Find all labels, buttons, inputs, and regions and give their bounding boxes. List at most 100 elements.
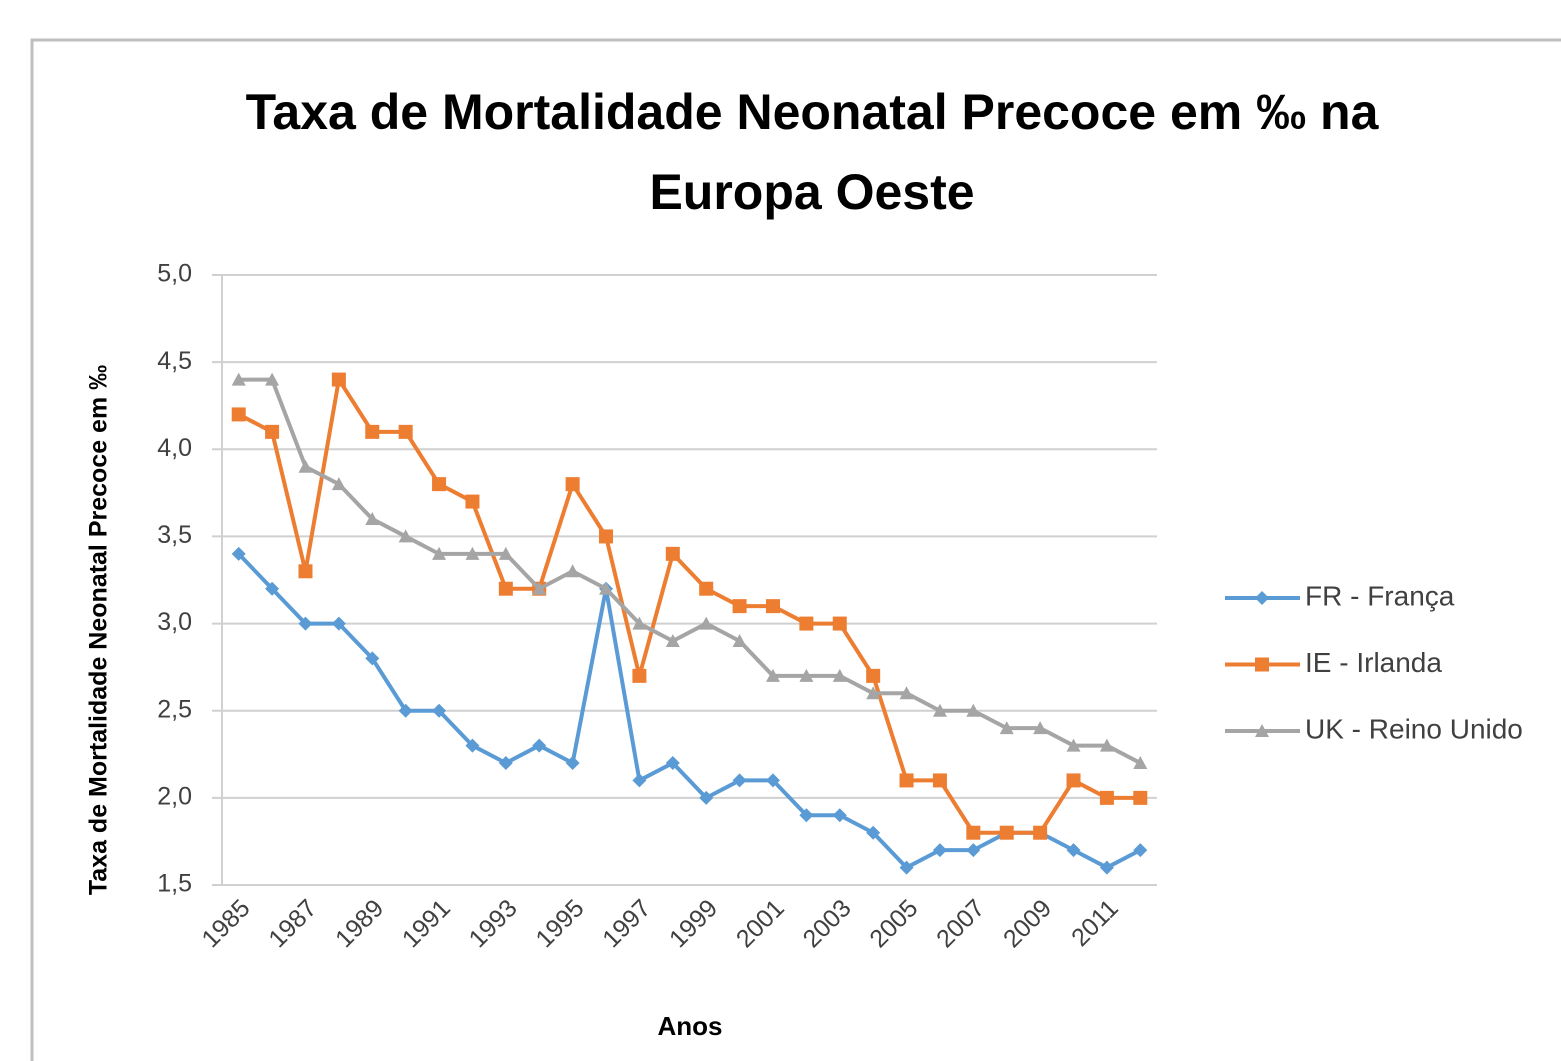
- data-point: [599, 529, 614, 544]
- y-tick-label: 4,0: [157, 434, 192, 462]
- legend-marker: [1255, 591, 1269, 605]
- data-point: [1099, 790, 1114, 805]
- data-point: [298, 459, 313, 473]
- data-point: [966, 843, 981, 858]
- data-point: [799, 616, 814, 631]
- data-point: [398, 424, 413, 439]
- series-line: [237, 377, 1141, 835]
- data-point: [432, 703, 447, 718]
- x-tick-label: 2003: [798, 894, 857, 953]
- data-point: [498, 546, 513, 560]
- data-point: [565, 564, 580, 578]
- chart-border: [30, 38, 1561, 1061]
- data-point: [465, 546, 480, 560]
- x-tick-label: 1989: [330, 894, 389, 953]
- data-point: [599, 581, 614, 595]
- data-point: [665, 634, 680, 647]
- data-point: [1133, 843, 1148, 858]
- data-point: [732, 599, 747, 614]
- chart-title: Taxa de Mortalidade Neonatal Precoce em …: [245, 84, 1379, 220]
- x-tick-label: 1999: [664, 894, 723, 953]
- data-point: [699, 616, 714, 630]
- data-point: [265, 424, 280, 439]
- data-point: [331, 477, 346, 491]
- x-tick-label: 2005: [864, 894, 923, 953]
- data-point: [365, 512, 380, 525]
- data-point: [999, 721, 1014, 735]
- data-point: [1099, 860, 1114, 875]
- x-tick-label: 1991: [397, 894, 456, 953]
- y-tick-label: 3,0: [157, 608, 192, 636]
- legend-marker: [1255, 657, 1269, 672]
- data-point: [699, 790, 714, 805]
- y-tick-label: 2,5: [157, 695, 192, 723]
- data-point: [765, 599, 780, 614]
- data-point: [966, 825, 981, 840]
- data-point: [365, 424, 380, 439]
- x-tick-label: 2009: [998, 894, 1057, 953]
- data-point: [765, 668, 780, 682]
- data-point: [665, 546, 680, 561]
- data-point: [899, 686, 914, 700]
- legend-label: IE - Irlanda: [1305, 647, 1442, 678]
- x-tick-label: 2011: [1066, 894, 1124, 952]
- data-point: [498, 756, 513, 770]
- data-point: [999, 825, 1014, 840]
- data-point: [832, 616, 847, 631]
- data-point: [331, 616, 346, 631]
- data-point: [699, 581, 714, 596]
- y-axis-label: Taxa de Mortalidade Neonatal Precoce em …: [85, 365, 113, 895]
- data-point: [799, 808, 814, 823]
- data-point: [465, 494, 480, 509]
- data-point: [799, 668, 814, 682]
- data-point: [565, 477, 580, 492]
- data-point: [665, 756, 680, 770]
- data-point: [498, 581, 513, 596]
- y-tick-label: 1,5: [157, 870, 192, 898]
- data-point: [1033, 825, 1048, 840]
- x-tick-label: 2001: [731, 894, 790, 953]
- data-point: [732, 773, 747, 788]
- data-point: [932, 773, 947, 788]
- y-tick-label: 3,5: [157, 521, 192, 549]
- data-point: [1099, 738, 1114, 752]
- data-point: [966, 703, 981, 717]
- data-point: [398, 529, 413, 543]
- data-point: [866, 686, 881, 700]
- data-point: [1066, 843, 1081, 858]
- legend-label: UK - Reino Unido: [1305, 713, 1523, 744]
- data-point: [632, 668, 647, 683]
- data-point: [432, 477, 447, 492]
- data-point: [632, 773, 647, 788]
- data-point: [1066, 773, 1081, 788]
- data-point: [298, 616, 313, 631]
- y-tick-label: 4,5: [157, 347, 192, 375]
- data-point: [231, 546, 246, 561]
- data-point: [866, 825, 881, 840]
- data-point: [1133, 790, 1148, 805]
- data-point: [832, 668, 847, 682]
- data-point: [231, 372, 246, 386]
- data-point: [899, 860, 914, 875]
- data-point: [565, 756, 580, 770]
- y-tick-label: 2,0: [157, 782, 192, 810]
- data-point: [1033, 721, 1048, 735]
- data-point: [832, 808, 847, 823]
- data-point: [732, 634, 747, 647]
- data-point: [231, 407, 246, 422]
- data-point: [365, 651, 380, 666]
- data-point: [532, 738, 547, 753]
- x-tick-label: 1985: [196, 894, 255, 953]
- data-point: [1066, 738, 1081, 752]
- data-point: [932, 843, 947, 858]
- data-point: [765, 773, 780, 788]
- x-tick-label: 1987: [263, 894, 322, 953]
- data-point: [465, 738, 480, 753]
- data-point: [532, 581, 547, 595]
- data-point: [265, 372, 280, 386]
- data-point: [866, 668, 881, 683]
- data-point: [899, 773, 914, 788]
- data-point: [265, 581, 280, 596]
- x-tick-label: 2007: [931, 894, 990, 953]
